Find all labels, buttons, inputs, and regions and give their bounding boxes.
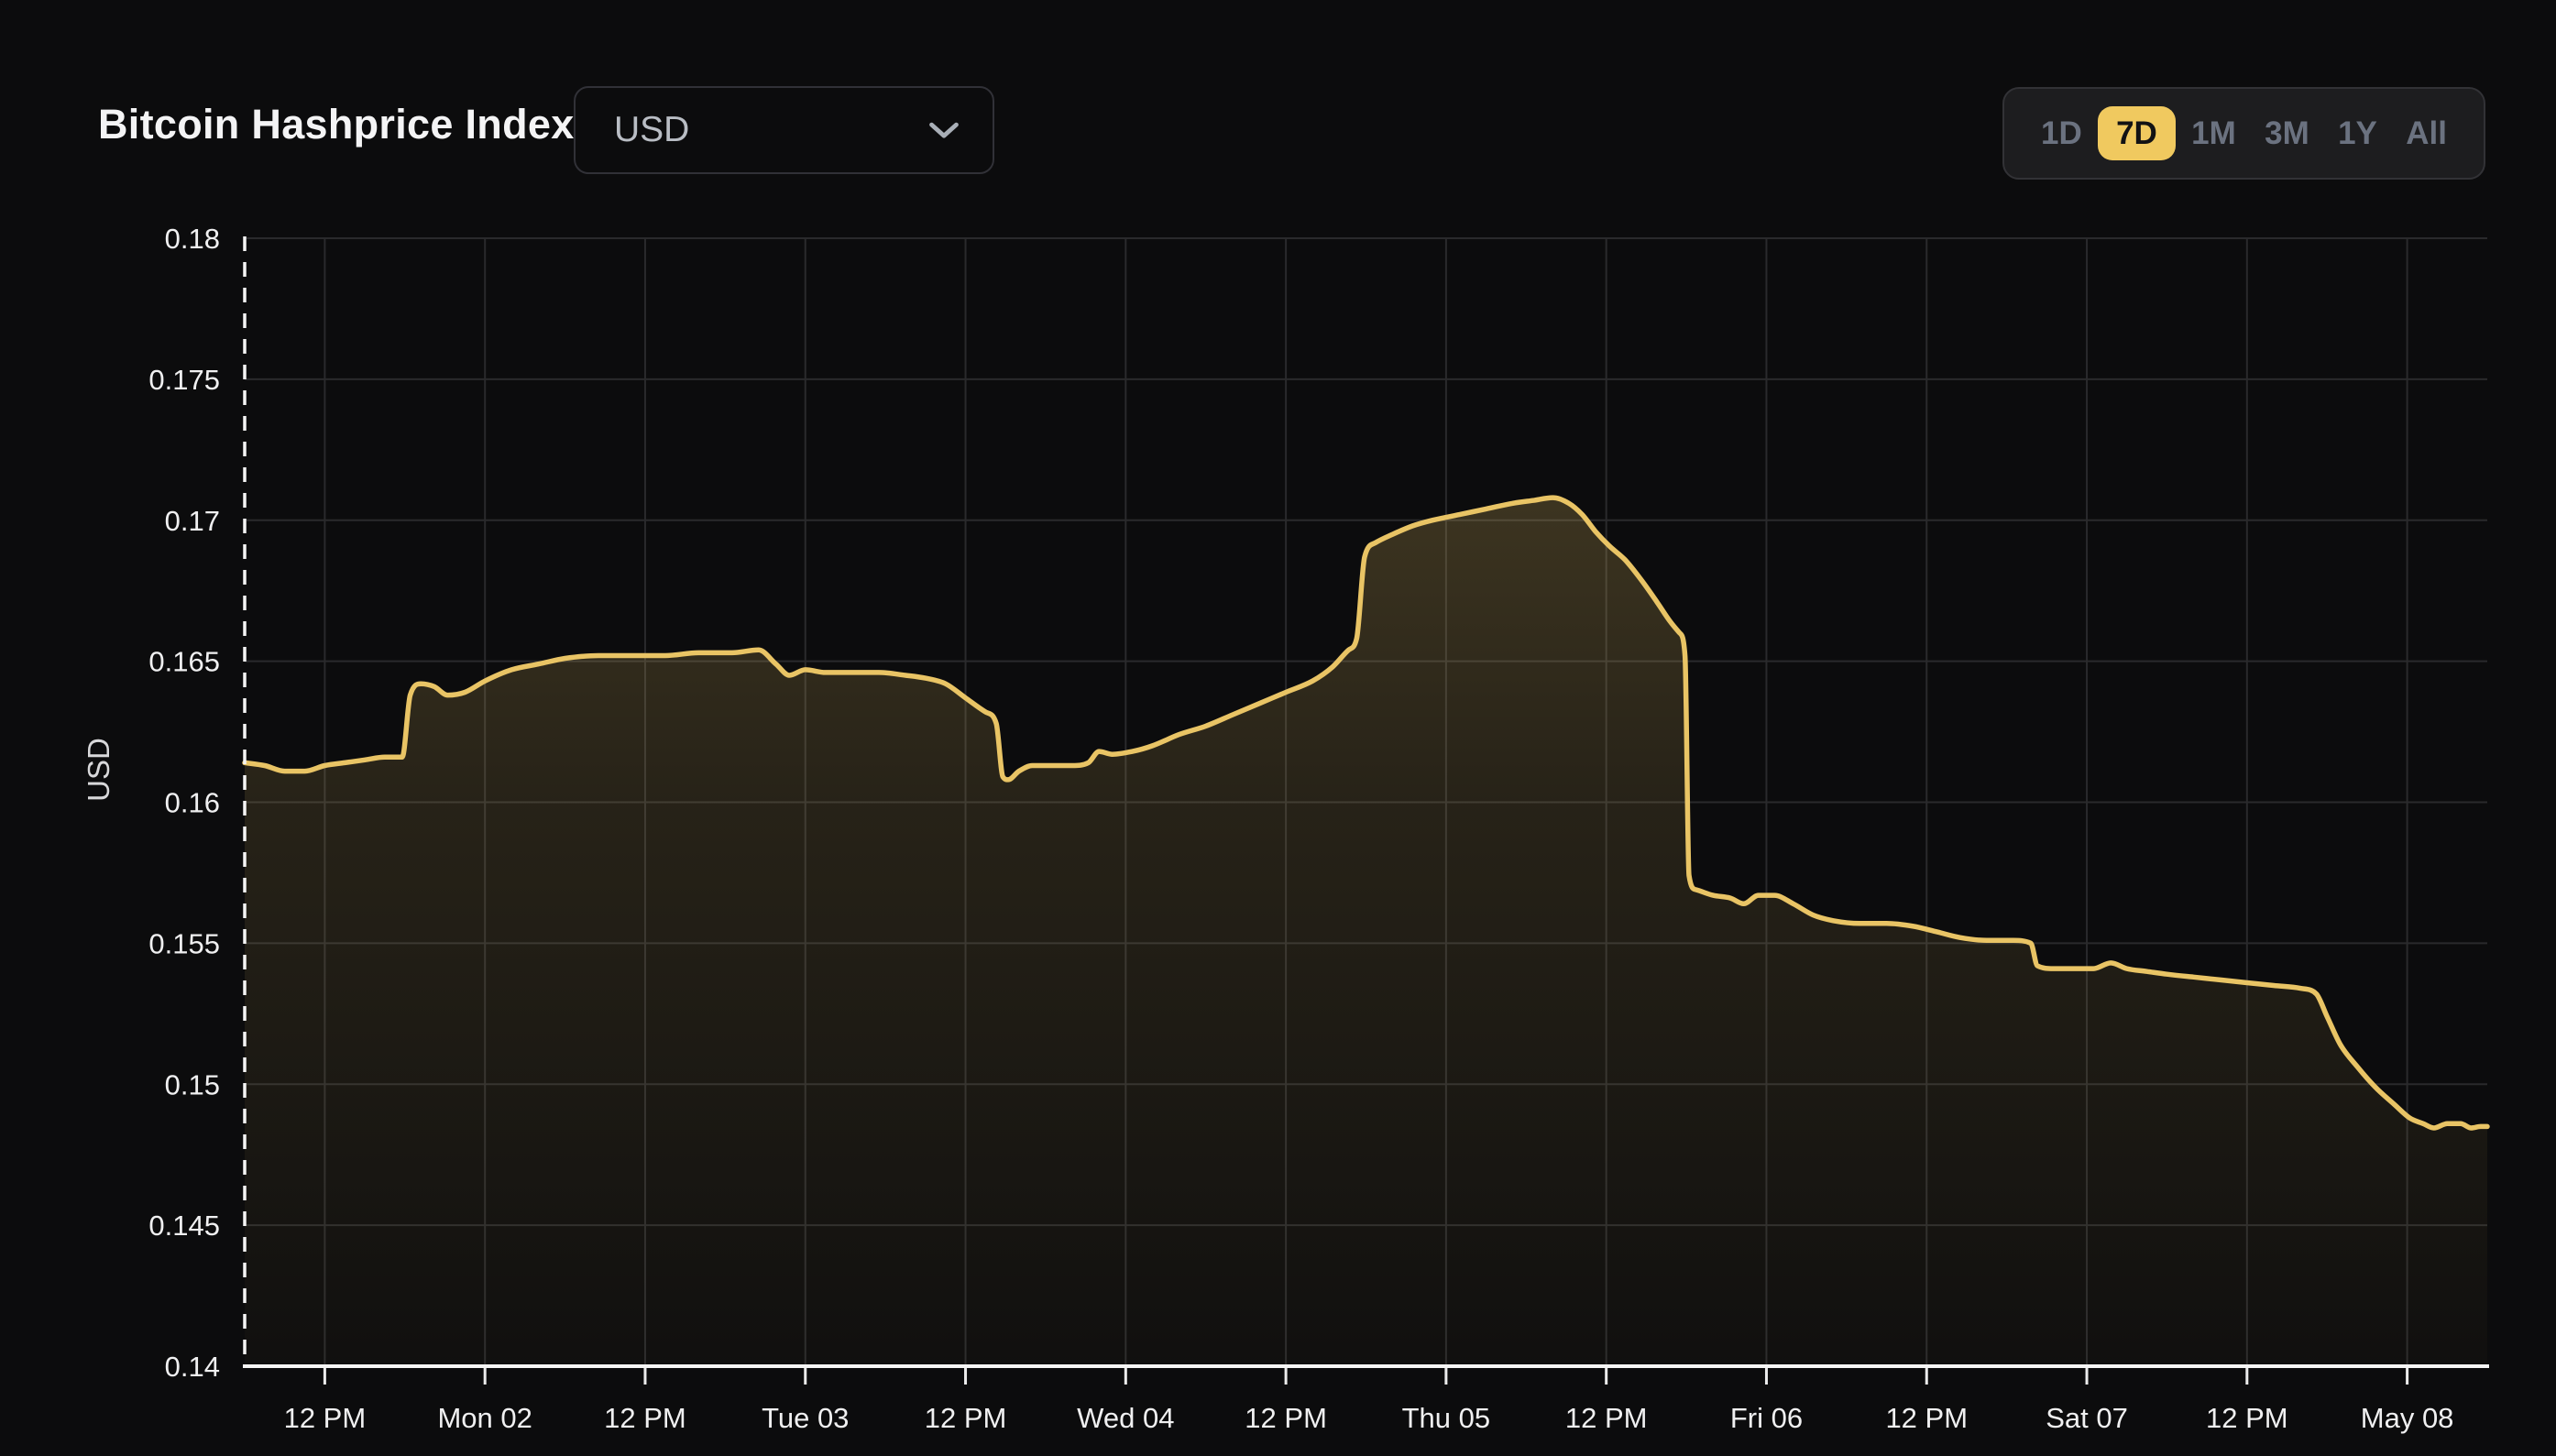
range-button-all[interactable]: All <box>2393 108 2460 159</box>
currency-dropdown-value: USD <box>614 110 690 149</box>
range-button-1d[interactable]: 1D <box>2028 108 2095 159</box>
x-tick-label: 12 PM <box>1885 1402 1968 1434</box>
x-tick-label: 12 PM <box>925 1402 1007 1434</box>
y-tick-label: 0.15 <box>165 1068 220 1100</box>
x-tick-label: Mon 02 <box>437 1402 532 1434</box>
y-tick-label: 0.17 <box>165 505 220 537</box>
x-tick-label: Thu 05 <box>1402 1402 1491 1434</box>
x-tick-label: Sat 07 <box>2046 1402 2128 1434</box>
range-button-3m[interactable]: 3M <box>2252 108 2322 159</box>
x-tick-label: Fri 06 <box>1730 1402 1803 1434</box>
y-tick-label: 0.175 <box>148 364 220 396</box>
currency-dropdown[interactable]: USD <box>574 86 994 174</box>
y-tick-label: 0.18 <box>165 223 220 255</box>
y-tick-label: 0.145 <box>148 1210 220 1242</box>
x-tick-label: May 08 <box>2361 1402 2454 1434</box>
x-tick-label: 12 PM <box>1565 1402 1648 1434</box>
y-axis-title: USD <box>82 738 115 802</box>
y-tick-label: 0.14 <box>165 1351 220 1383</box>
chart-line <box>242 495 2490 1131</box>
y-tick-label: 0.165 <box>148 646 220 678</box>
x-tick-label: 12 PM <box>1245 1402 1327 1434</box>
range-button-1y[interactable]: 1Y <box>2325 108 2390 159</box>
x-tick-label: 12 PM <box>2206 1402 2288 1434</box>
y-tick-label: 0.155 <box>148 927 220 959</box>
range-button-7d[interactable]: 7D <box>2098 106 2176 160</box>
y-tick-label: 0.16 <box>165 787 220 819</box>
chart-area <box>245 498 2487 1366</box>
range-switcher: 1D 7D 1M 3M 1Y All <box>2002 87 2485 180</box>
page-title: Bitcoin Hashprice Index <box>98 101 575 148</box>
x-tick-label: Tue 03 <box>762 1402 849 1434</box>
x-tick-label: Wed 04 <box>1077 1402 1174 1434</box>
chevron-down-icon <box>929 122 959 138</box>
x-tick-label: 12 PM <box>284 1402 367 1434</box>
range-button-1m[interactable]: 1M <box>2178 108 2249 159</box>
x-tick-label: 12 PM <box>604 1402 686 1434</box>
